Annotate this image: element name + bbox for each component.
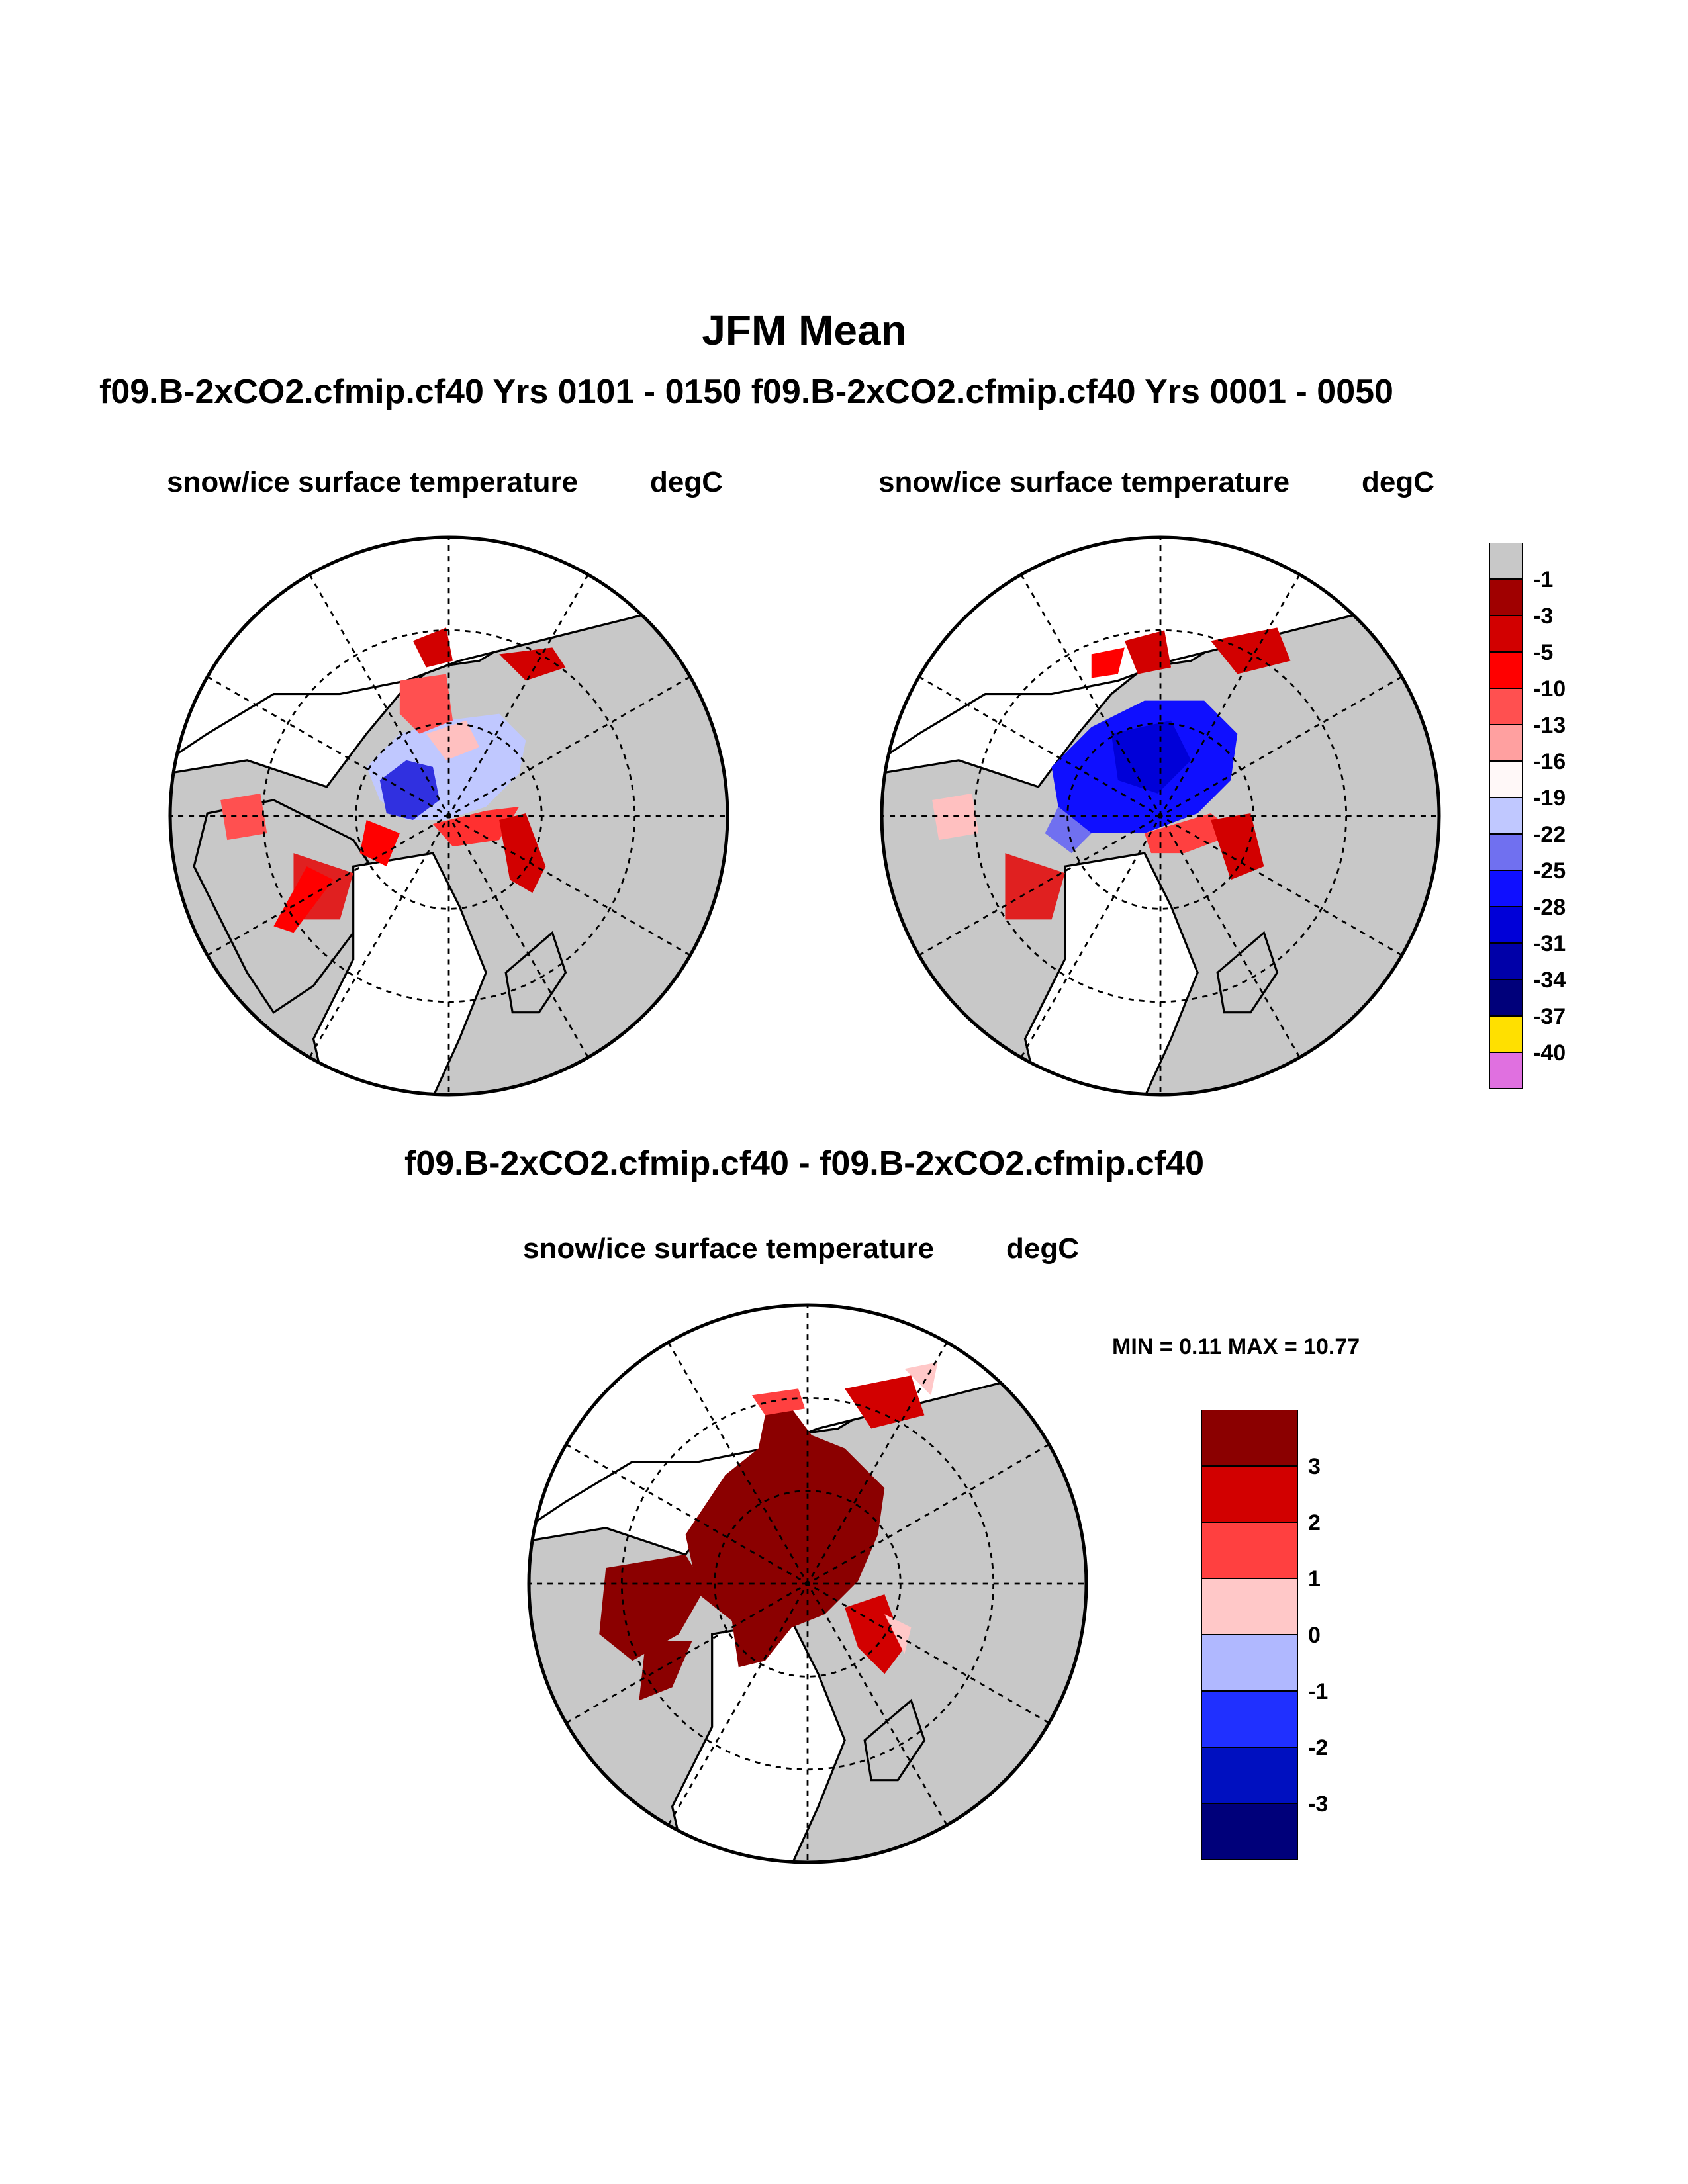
colorbar-difference-tick-label: 3 xyxy=(1308,1454,1321,1479)
colorbar-temperature-swatch xyxy=(1489,833,1523,871)
colorbar-difference-tick-label: -1 xyxy=(1308,1679,1328,1704)
colorbar-temperature-swatch xyxy=(1489,1052,1523,1089)
colorbar-temperature-swatch xyxy=(1489,1015,1523,1053)
colorbar-temperature-tick-label: -16 xyxy=(1533,749,1566,774)
colorbar-difference: 3 2 1 0 -1 -2 -3 xyxy=(1201,1410,1328,1860)
panel1-variable-label: snow/ice surface temperature xyxy=(167,466,579,498)
colorbar-difference-tick-label: -3 xyxy=(1308,1792,1328,1817)
colorbar-temperature-tick-label: -34 xyxy=(1533,968,1566,993)
colorbar-temperature-tick-label: -19 xyxy=(1533,786,1566,811)
colorbar-temperature-swatch xyxy=(1489,760,1523,798)
colorbar-temperature-tick-label: -37 xyxy=(1533,1004,1566,1029)
colorbar-difference-swatch xyxy=(1201,1634,1298,1692)
colorbar-difference-tick-label: 1 xyxy=(1308,1567,1321,1592)
colorbar-temperature-tick-label: -40 xyxy=(1533,1040,1566,1066)
colorbar-difference-swatch xyxy=(1201,1578,1298,1635)
colorbar-temperature-swatch xyxy=(1489,688,1523,725)
panel1-units-label: degC xyxy=(650,466,723,498)
colorbar-temperature-tick-label: -28 xyxy=(1533,895,1566,920)
colorbar-temperature-swatch xyxy=(1489,979,1523,1017)
colorbar-difference-tick-label: 2 xyxy=(1308,1510,1321,1535)
graticule xyxy=(529,1305,1086,1862)
panel3-units-label: degC xyxy=(1006,1232,1079,1265)
panel2-variable-label: snow/ice surface temperature xyxy=(878,466,1290,498)
colorbar-temperature-tick-label: -10 xyxy=(1533,676,1566,702)
figure-title: JFM Mean xyxy=(702,306,907,354)
colorbar-temperature-swatch xyxy=(1489,724,1523,762)
colorbar-temperature-swatch xyxy=(1489,651,1523,689)
colorbar-temperature-swatch xyxy=(1489,543,1523,580)
colorbar-temperature-tick-label: -1 xyxy=(1533,567,1553,592)
polar-map-control xyxy=(880,535,1441,1097)
colorbar-temperature-tick-label: -22 xyxy=(1533,822,1566,847)
colorbar-difference-swatch xyxy=(1201,1522,1298,1579)
min-max-readout: MIN = 0.11 MAX = 10.77 xyxy=(1112,1334,1360,1359)
panel3-variable-label: snow/ice surface temperature xyxy=(523,1232,935,1265)
colorbar-temperature-tick-label: -31 xyxy=(1533,931,1566,956)
colorbar-temperature-swatch xyxy=(1489,797,1523,835)
colorbar-temperature-swatch xyxy=(1489,906,1523,944)
colorbar-temperature-tick-label: -3 xyxy=(1533,604,1553,629)
colorbar-temperature-tick-label: -5 xyxy=(1533,640,1553,665)
colorbar-difference-swatch xyxy=(1201,1747,1298,1804)
polar-map-difference xyxy=(527,1303,1088,1864)
colorbar-temperature-swatch xyxy=(1489,942,1523,980)
figure-subtitle: f09.B-2xCO2.cfmip.cf40 Yrs 0101 - 0150 f… xyxy=(99,373,1393,411)
colorbar-temperature-tick-label: -25 xyxy=(1533,858,1566,884)
colorbar-temperature: -1 -3 -5 -10 -13 -16 -19 -22 -25 -28 -31 -34 -37 -40 xyxy=(1489,543,1566,1089)
colorbar-difference-tick-label: 0 xyxy=(1308,1623,1321,1648)
colorbar-difference-swatch xyxy=(1201,1803,1298,1860)
colorbar-temperature-swatch xyxy=(1489,870,1523,907)
colorbar-temperature-tick-label: -13 xyxy=(1533,713,1566,738)
graticule xyxy=(882,537,1439,1095)
graticule xyxy=(170,537,727,1095)
colorbar-difference-swatch xyxy=(1201,1690,1298,1748)
colorbar-difference-tick-label: -2 xyxy=(1308,1735,1328,1760)
colorbar-difference-swatch xyxy=(1201,1410,1298,1467)
panel2-units-label: degC xyxy=(1362,466,1434,498)
colorbar-difference-swatch xyxy=(1201,1465,1298,1523)
colorbar-temperature-swatch xyxy=(1489,615,1523,653)
arctic-warming-anomaly xyxy=(685,1408,885,1668)
difference-title: f09.B-2xCO2.cfmip.cf40 - f09.B-2xCO2.cfm… xyxy=(404,1144,1204,1183)
polar-map-experiment xyxy=(168,535,729,1097)
colorbar-temperature-swatch xyxy=(1489,578,1523,616)
